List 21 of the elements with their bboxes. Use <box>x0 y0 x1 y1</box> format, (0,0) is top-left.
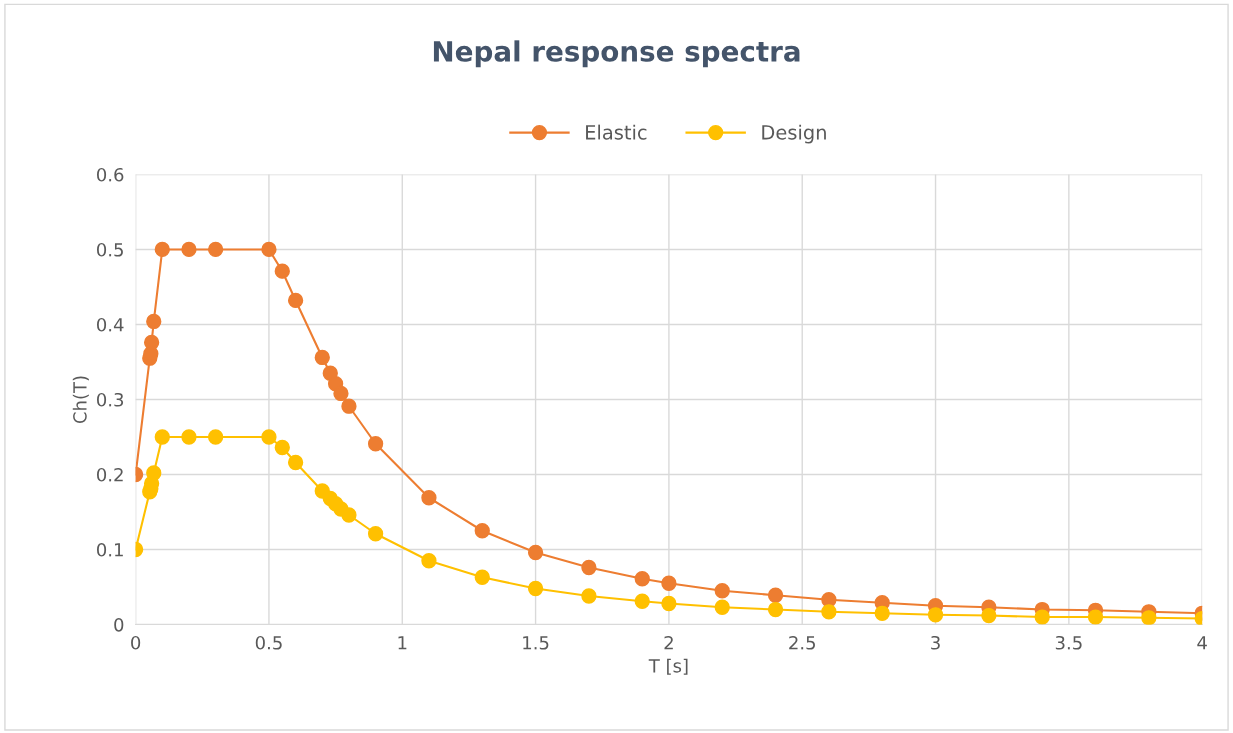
x-tick-label: 0 <box>131 635 141 650</box>
y-tick-label: 0.4 <box>97 317 124 332</box>
legend-label: Design <box>762 124 826 144</box>
x-tick-label: 3 <box>931 635 940 650</box>
x-tick-label: 4 <box>1197 636 1207 650</box>
x-tick-label: 1 <box>398 636 407 650</box>
legend-label: Elastic <box>586 124 647 140</box>
y-tick-label: 0.6 <box>97 167 124 182</box>
chart-title: Nepal response spectra <box>433 40 800 68</box>
y-tick-label: 0.1 <box>97 542 123 557</box>
y-tick-label: 0.2 <box>97 467 123 482</box>
x-axis-title: T [s] <box>648 658 688 675</box>
x-tick-label: 1.5 <box>523 636 549 650</box>
x-tick-label: 3.5 <box>1055 635 1082 650</box>
y-tick-label: 0.5 <box>97 242 123 257</box>
y-axis-title: Ch(T) <box>72 376 89 424</box>
y-tick-label: 0.3 <box>97 392 124 407</box>
x-tick-label: 2 <box>664 635 673 650</box>
y-tick-label: 0 <box>114 617 124 632</box>
x-tick-label: 0.5 <box>255 635 282 650</box>
x-tick-label: 2.5 <box>789 635 815 650</box>
